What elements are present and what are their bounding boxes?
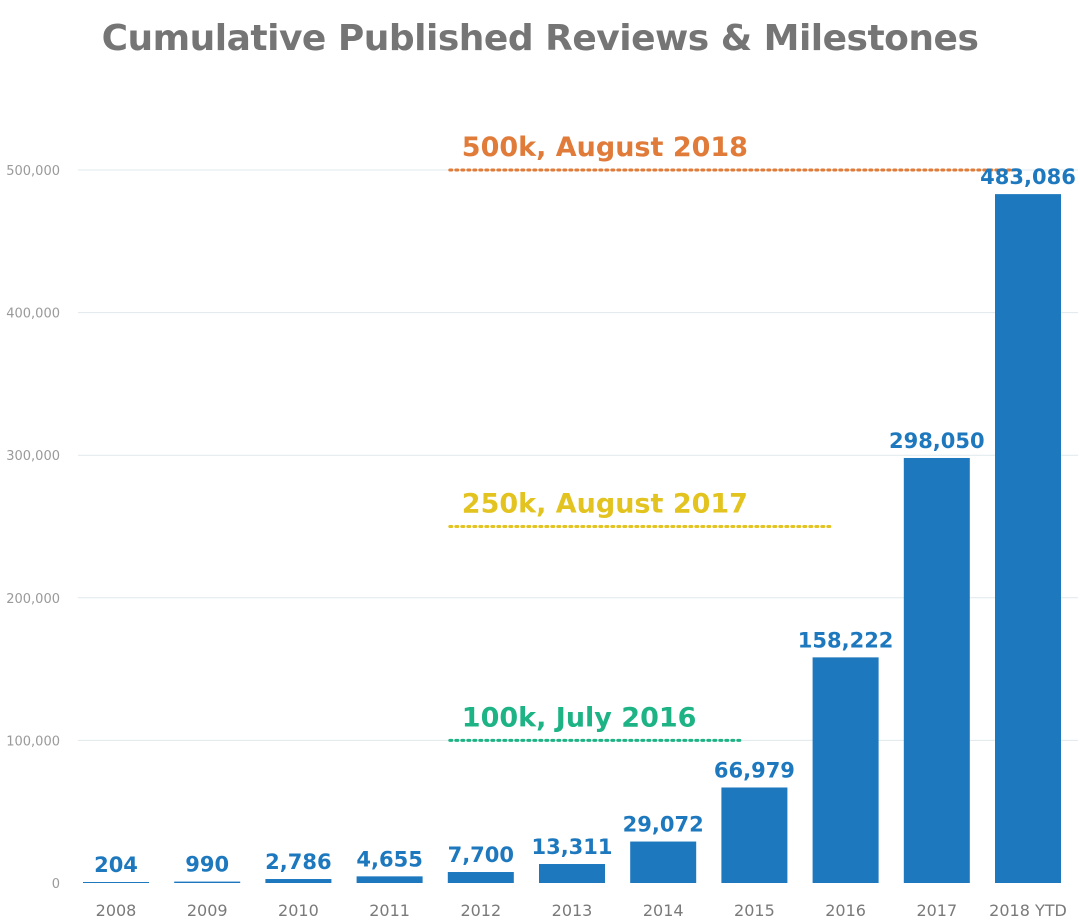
bar: [447, 872, 514, 883]
y-tick-label: 500,000: [6, 164, 60, 179]
chart-title: Cumulative Published Reviews & Milestone…: [101, 18, 979, 59]
data-label: 66,979: [714, 758, 795, 782]
data-label: 483,086: [980, 165, 1076, 189]
x-tick-label: 2017: [916, 901, 957, 920]
milestone-label: 100k, July 2016: [462, 702, 697, 733]
data-label: 204: [94, 853, 138, 877]
bar: [630, 841, 697, 883]
data-label: 4,655: [356, 847, 422, 871]
y-tick-label: 200,000: [6, 592, 60, 607]
milestone-label: 500k, August 2018: [462, 132, 748, 163]
x-tick-label: 2016: [825, 901, 866, 920]
bar: [83, 882, 149, 883]
y-tick-label: 100,000: [6, 734, 60, 749]
x-tick-label: 2009: [187, 901, 228, 920]
y-tick-label: 400,000: [6, 307, 60, 322]
milestone-label: 250k, August 2017: [462, 489, 748, 520]
bar: [812, 657, 879, 883]
data-label: 158,222: [798, 628, 894, 652]
y-axis-ticks: 0 100,000 200,000 300,000 400,000 500,000: [6, 164, 60, 892]
data-labels: 204 990 2,786 4,655 7,700 13,311 29,072 66,979 1…: [94, 165, 1076, 877]
bar: [903, 457, 970, 883]
x-tick-label: 2015: [734, 901, 775, 920]
bar: [174, 881, 241, 883]
x-tick-label: 2014: [643, 901, 684, 920]
bar: [995, 194, 1061, 883]
x-tick-label: 2018 YTD: [989, 901, 1067, 920]
data-label: 2,786: [265, 850, 331, 874]
bar: [539, 864, 605, 883]
y-tick-label: 300,000: [6, 449, 60, 464]
bar: [265, 879, 332, 883]
bars: [83, 194, 1061, 883]
bar: [356, 876, 423, 883]
data-label: 13,311: [531, 835, 612, 859]
data-label: 29,072: [623, 813, 704, 837]
data-label: 990: [185, 853, 229, 877]
x-axis-ticks: 2008 2009 2010 2011 2012 2013 2014 2015 2016 2017…: [96, 901, 1067, 920]
data-label: 298,050: [889, 429, 985, 453]
bar: [721, 787, 788, 883]
x-tick-label: 2011: [369, 901, 410, 920]
x-tick-label: 2013: [552, 901, 593, 920]
data-label: 7,700: [448, 843, 514, 867]
milestones: 500k, August 2018 250k, August 2017 100k, …: [448, 132, 1017, 742]
y-tick-label: 0: [52, 877, 60, 892]
x-tick-label: 2008: [96, 901, 137, 920]
x-tick-label: 2012: [460, 901, 501, 920]
x-tick-label: 2010: [278, 901, 319, 920]
